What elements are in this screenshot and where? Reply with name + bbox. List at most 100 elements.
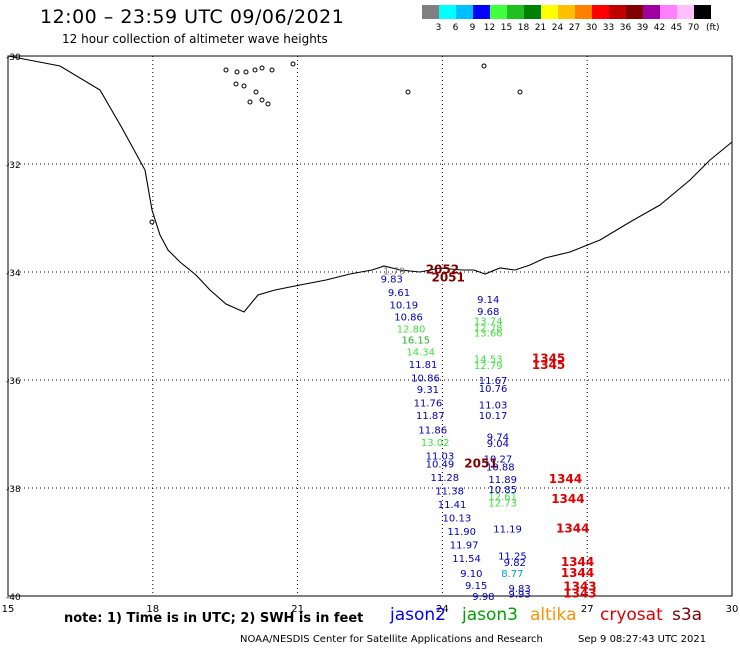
generated-timestamp: Sep 9 08:27:43 UTC 2021 (578, 634, 707, 645)
wave-height-marker: 11.03 (479, 400, 508, 411)
wave-height-marker: 10.17 (479, 411, 508, 422)
wave-height-marker: 9.68 (477, 307, 499, 318)
wave-height-marker: 10.27 (484, 454, 513, 465)
wave-height-marker: 1343 (563, 579, 596, 593)
legend-label: 42 (653, 23, 666, 33)
wave-height-marker: 11.41 (438, 500, 467, 511)
lat-tick-label: -36 (6, 377, 21, 387)
legend-swatch (592, 5, 609, 19)
lat-tick-label: -34 (6, 269, 21, 279)
wave-height-marker: 10.86 (411, 373, 440, 384)
wave-height-marker: 12.78 (474, 324, 503, 335)
legend-label: 12 (483, 23, 496, 33)
legend-label: 30 (585, 23, 598, 33)
lon-tick-label: 30 (726, 604, 739, 615)
wave-height-marker: 14.34 (406, 347, 435, 358)
wave-height-marker: 10.85 (488, 485, 517, 496)
legend-label: 24 (551, 23, 564, 33)
legend-swatch (439, 5, 456, 19)
wave-height-marker: 10.49 (426, 460, 455, 471)
lat-tick-label: -30 (6, 53, 21, 63)
wave-height-marker: 13.66 (474, 328, 503, 339)
wave-height-marker: 1344 (561, 555, 594, 569)
satellite-label-altika: altika (530, 605, 577, 625)
wave-height-marker: 11.67 (479, 376, 508, 387)
lon-tick-label: 24 (436, 604, 449, 615)
wave-height-marker: 12.61 (488, 492, 517, 503)
legend-swatch (643, 5, 660, 19)
footer-note: note: 1) Time is in UTC; 2) SWH is in fe… (64, 611, 364, 626)
legend-label: 39 (636, 23, 649, 33)
legend-unit: (ft) (706, 23, 720, 33)
legend-label: 45 (670, 23, 683, 33)
wave-height-marker: 10.13 (443, 514, 472, 525)
satellite-label-jason2: jason2 (390, 605, 446, 625)
wave-height-marker: 13.02 (421, 438, 450, 449)
wave-height-marker: 11.87 (416, 411, 445, 422)
map-frame (7, 55, 733, 597)
wave-height-marker: 1.79 (383, 266, 405, 277)
legend-swatch (609, 5, 626, 19)
legend-swatch (694, 5, 711, 19)
wave-height-marker: 11.76 (414, 399, 443, 410)
wave-height-marker: 11.38 (435, 487, 464, 498)
map-grid (8, 56, 732, 596)
wave-height-marker: 11.97 (450, 541, 479, 552)
wave-height-marker: 11.03 (426, 452, 455, 463)
legend-label: 18 (517, 23, 530, 33)
legend-swatch (677, 5, 694, 19)
legend-swatch (575, 5, 592, 19)
wave-height-marker: 11.81 (409, 360, 438, 371)
wave-height-marker: 1344 (551, 492, 584, 506)
legend-label: 70 (687, 23, 700, 33)
legend-label: 6 (452, 23, 459, 33)
wave-height-marker: 11.19 (493, 525, 522, 536)
lon-tick-label: 15 (2, 604, 15, 615)
wave-height-marker: 2051 (464, 457, 497, 471)
legend-swatch (422, 5, 439, 19)
legend-swatch (456, 5, 473, 19)
legend-swatch (541, 5, 558, 19)
wave-height-marker: 1344 (556, 522, 589, 536)
legend-label: 3 (435, 23, 442, 33)
wave-height-marker: 9.15 (465, 581, 487, 592)
wave-height-marker: 9.31 (417, 385, 439, 396)
wave-height-marker: 9.93 (508, 589, 530, 600)
wave-height-marker: 1344 (561, 566, 594, 580)
wave-height-marker: 10.86 (394, 312, 423, 323)
page-subtitle: 12 hour collection of altimeter wave hei… (62, 32, 328, 46)
lat-tick-label: -32 (6, 161, 21, 171)
wave-height-marker: 11.90 (447, 527, 476, 538)
wave-height-marker: 10.76 (479, 384, 508, 395)
wave-height-marker: 11.89 (488, 475, 517, 486)
lon-tick-label: 27 (581, 604, 594, 615)
wave-height-markers: 1.79 205220519.839.6110.1910.8612.8016.15… (381, 262, 597, 603)
lat-tick-label: -38 (6, 485, 21, 495)
wave-height-marker: 12.80 (397, 325, 426, 336)
wave-height-marker: 9.98 (472, 592, 494, 603)
wave-height-marker: 16.15 (402, 336, 431, 347)
wave-height-marker: 9.10 (460, 569, 482, 580)
legend-swatch (626, 5, 643, 19)
wave-height-marker: 11.28 (430, 473, 459, 484)
wave-height-marker: 10.19 (389, 300, 418, 311)
legend-swatch (524, 5, 541, 19)
legend-swatch (507, 5, 524, 19)
wave-height-marker: 9.04 (487, 439, 509, 450)
wave-height-marker: 1345 (532, 358, 565, 372)
wave-height-marker: 9.83 (381, 274, 403, 285)
wave-height-marker: 2051 (431, 270, 464, 284)
wave-height-marker: 1345 (532, 351, 565, 365)
wave-height-marker: 9.61 (388, 288, 410, 299)
legend-swatch (660, 5, 677, 19)
wave-height-marker: 12.79 (474, 361, 503, 372)
legend-swatch (558, 5, 575, 19)
legend-label: 15 (500, 23, 513, 33)
wave-height-marker: 1344 (549, 472, 582, 486)
wave-height-marker: 9.14 (477, 295, 499, 306)
wave-height-marker: 9.82 (504, 558, 526, 569)
wave-height-marker: 11.54 (452, 554, 481, 565)
legend-label: 9 (469, 23, 476, 33)
wave-height-marker: 8.77 (501, 569, 523, 580)
